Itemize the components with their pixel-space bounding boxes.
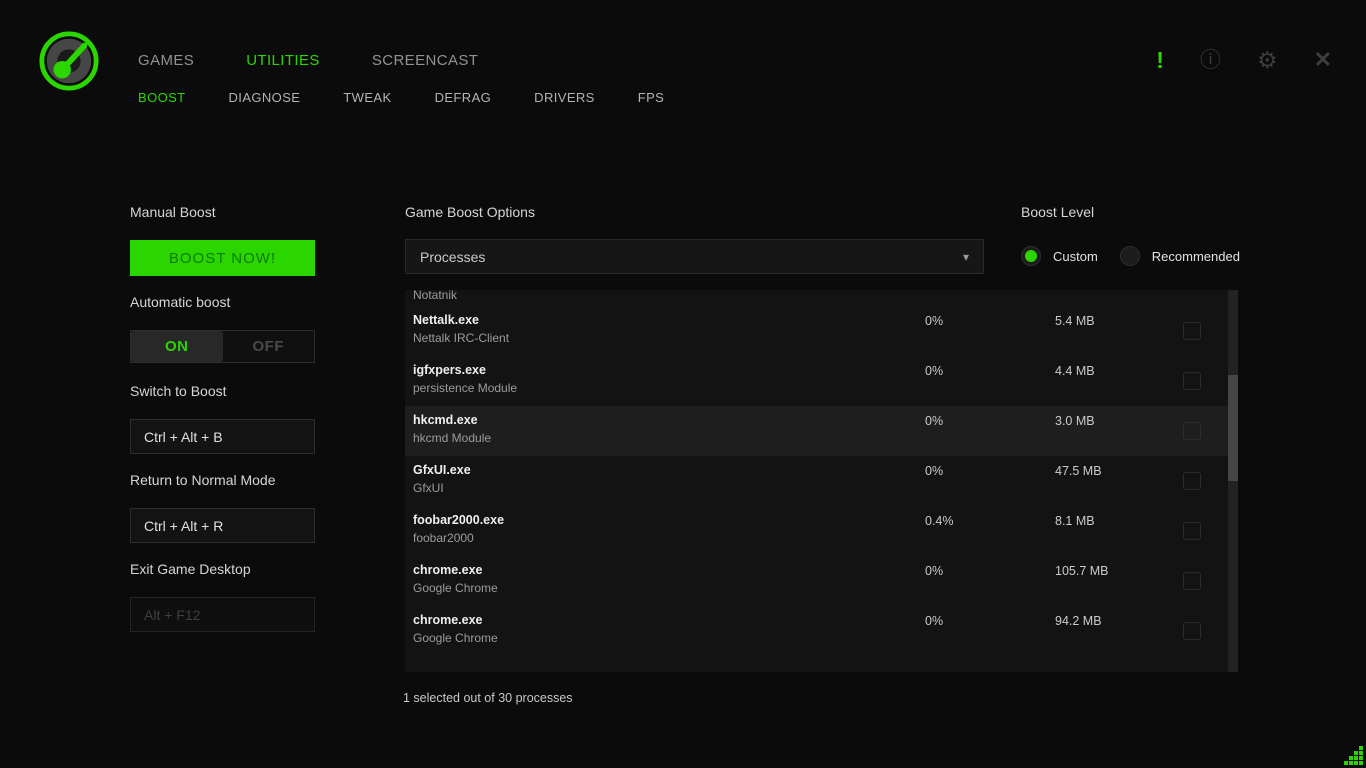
process-memory: 5.4 MB [1055,314,1095,328]
process-checkbox[interactable] [1183,322,1201,340]
radio-label: Recommended [1151,248,1240,264]
process-memory: 47.5 MB [1055,464,1102,478]
process-description: foobar2000 [413,531,474,545]
process-row[interactable]: hkcmd.exe hkcmd Module 0% 3.0 MB [405,406,1238,456]
return-to-normal-hotkey-input[interactable] [130,508,315,543]
selection-status-text: 1 selected out of 30 processes [403,691,573,705]
process-row[interactable]: chrome.exe Google Chrome 0% 105.7 MB [405,556,1238,606]
boost-options-dropdown[interactable]: Processes ▾ [405,239,984,274]
process-checkbox[interactable] [1183,422,1201,440]
manual-boost-label: Manual Boost [130,204,216,220]
main-nav-item[interactable]: GAMES [138,52,195,69]
sub-nav-item[interactable]: DRIVERS [534,90,595,105]
process-memory: 105.7 MB [1055,564,1109,578]
toggle-off-option[interactable]: OFF [252,338,284,355]
process-memory: 3.0 MB [1055,414,1095,428]
process-memory: 8.1 MB [1055,514,1095,528]
sub-nav-item[interactable]: DIAGNOSE [228,90,301,105]
process-name: hkcmd.exe [413,413,478,427]
scrollbar-thumb[interactable] [1228,375,1238,481]
boost-now-button[interactable]: BOOST NOW! [130,240,315,276]
process-cpu: 0% [925,464,944,478]
dropdown-selected-value: Processes [420,248,486,265]
sub-nav: BOOST DIAGNOSE TWEAK DEFRAG DRIVERS FPS [138,90,664,105]
process-cpu: 0% [925,414,944,428]
main-nav-item[interactable]: UTILITIES [246,52,320,69]
auto-boost-toggle[interactable]: ON OFF [130,330,315,363]
main-nav-item[interactable]: SCREENCAST [371,52,479,69]
process-checkbox[interactable] [1183,522,1201,540]
process-name: Nettalk.exe [413,313,480,327]
sub-nav-item[interactable]: FPS [637,90,665,105]
sub-nav-item[interactable]: DEFRAG [434,90,492,105]
settings-gear-icon[interactable]: ⚙ [1256,46,1278,73]
game-boost-options-title: Game Boost Options [405,204,535,220]
toggle-on-option[interactable]: ON [131,331,223,362]
process-checkbox[interactable] [1183,622,1201,640]
info-icon[interactable]: ⓘ [1199,48,1221,72]
process-cpu: 0.4% [925,514,954,528]
close-icon[interactable]: ✕ [1313,47,1332,72]
process-name: chrome.exe [413,563,483,577]
switch-to-boost-hotkey-input[interactable] [130,419,315,454]
automatic-boost-label: Automatic boost [130,294,231,310]
boost-level-radio[interactable]: Recommended [1119,246,1240,266]
scrollbar-track[interactable] [1228,290,1238,672]
process-row[interactable]: chrome.exe Google Chrome 0% 94.2 MB [405,606,1238,656]
process-checkbox[interactable] [1183,472,1201,490]
alert-icon[interactable]: ! [1156,46,1164,73]
exit-game-desktop-label: Exit Game Desktop [130,561,251,577]
process-description: hkcmd Module [413,431,492,445]
chevron-down-icon: ▾ [962,249,969,264]
process-name: GfxUI.exe [413,463,471,477]
process-row[interactable]: Nettalk.exe Nettalk IRC-Client 0% 5.4 MB [405,306,1238,356]
boost-level-title: Boost Level [1021,204,1095,220]
process-name: igfxpers.exe [413,363,486,377]
main-nav: GAMES UTILITIES SCREENCAST [138,52,478,69]
process-row[interactable]: GfxUI.exe GfxUI 0% 47.5 MB [405,456,1238,506]
process-list: Notatnik Nettalk.exe Nettalk IRC-Client … [405,290,1238,672]
process-cpu: 0% [925,614,944,628]
gauge-icon [39,31,99,91]
process-cpu: 0% [925,564,944,578]
process-name: foobar2000.exe [413,513,505,527]
exit-game-desktop-hotkey-input [130,597,315,632]
process-description: Google Chrome [413,631,498,645]
radio-label: Custom [1053,248,1098,264]
partial-process-text: Notatnik [413,290,458,302]
header-icons: ! ⓘ ⚙ ✕ [1156,44,1332,76]
app-logo [38,30,100,92]
process-name: chrome.exe [413,613,483,627]
process-cpu: 0% [925,314,944,328]
boost-level-radio[interactable]: Custom [1021,246,1098,266]
radio-circle-icon[interactable] [1021,246,1041,266]
boost-level-options: Custom Recommended [1021,246,1240,266]
process-memory: 4.4 MB [1055,364,1095,378]
process-checkbox[interactable] [1183,372,1201,390]
process-description: persistence Module [413,381,518,395]
switch-to-boost-label: Switch to Boost [130,383,227,399]
process-description: Google Chrome [413,581,498,595]
process-row[interactable]: foobar2000.exe foobar2000 0.4% 8.1 MB [405,506,1238,556]
process-description: Nettalk IRC-Client [413,331,510,345]
radio-circle-icon[interactable] [1119,246,1140,266]
sub-nav-item[interactable]: BOOST [138,90,186,105]
sub-nav-item[interactable]: TWEAK [343,90,392,105]
partial-process-row[interactable]: Notatnik [405,290,1238,306]
process-description: GfxUI [413,481,444,495]
process-checkbox[interactable] [1183,572,1201,590]
return-to-normal-label: Return to Normal Mode [130,472,276,488]
process-memory: 94.2 MB [1055,614,1102,628]
process-row[interactable]: igfxpers.exe persistence Module 0% 4.4 M… [405,356,1238,406]
process-cpu: 0% [925,364,944,378]
resize-grip-icon[interactable] [1344,746,1363,765]
